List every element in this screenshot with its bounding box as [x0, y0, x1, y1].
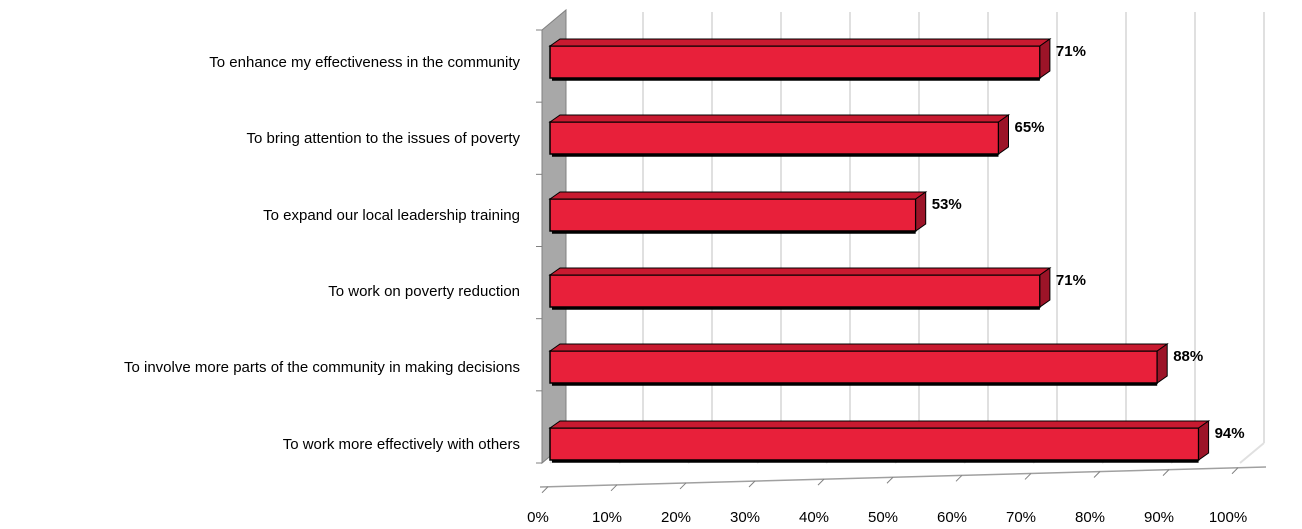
x-tick-label: 70% — [1006, 509, 1036, 526]
bar-top — [548, 343, 1169, 352]
x-tick-label: 90% — [1144, 509, 1174, 526]
x-tick-mark — [955, 474, 963, 482]
x-tick-mark — [1162, 469, 1170, 476]
bar-side — [998, 114, 1009, 155]
category-labels: To enhance my effectiveness in the commu… — [124, 54, 521, 453]
x-tick-mark — [1024, 473, 1032, 480]
bars — [548, 38, 1211, 463]
x-axis-line — [539, 466, 1267, 488]
data-label: 94% — [1215, 425, 1245, 442]
data-label: 65% — [1015, 119, 1045, 136]
bar-side — [1198, 420, 1210, 461]
data-labels: 71% 65% 53% 71% 88% 94% — [932, 43, 1245, 442]
bar-side — [1039, 267, 1051, 308]
bar-side — [915, 191, 927, 232]
x-axis: 0% 10% 20% 30% 40% 50% 60% 70% 80% 90% 100% — [527, 466, 1267, 526]
x-tick-label: 60% — [937, 509, 967, 526]
category-label: To involve more parts of the community i… — [124, 359, 520, 376]
x-tick-label: 0% — [527, 509, 549, 526]
bar-top — [548, 420, 1211, 429]
data-label: 71% — [1056, 272, 1086, 289]
bar — [548, 343, 1169, 386]
x-tick-label: 20% — [661, 509, 691, 526]
bar-top — [548, 267, 1052, 276]
bar-front — [549, 350, 1158, 384]
category-label: To work on poverty reduction — [328, 283, 520, 300]
data-label: 53% — [932, 196, 962, 213]
x-tick-mark — [1231, 467, 1239, 475]
x-tick-label: 40% — [799, 509, 829, 526]
x-tick-mark — [541, 486, 549, 494]
bar-side — [1156, 343, 1168, 384]
bar-top — [548, 191, 928, 200]
category-label: To work more effectively with others — [283, 436, 520, 453]
bar — [548, 420, 1211, 463]
bar-front — [549, 427, 1200, 461]
category-label: To enhance my effectiveness in the commu… — [209, 54, 520, 71]
x-tick-label: 30% — [730, 509, 760, 526]
data-label: 88% — [1173, 348, 1203, 365]
bar-front — [549, 45, 1041, 79]
bar-top — [548, 38, 1052, 47]
bar-front — [549, 274, 1041, 308]
x-tick-mark — [748, 480, 756, 488]
x-tick-mark — [817, 478, 825, 486]
x-tick-label: 10% — [592, 509, 622, 526]
x-tick-label: 50% — [868, 509, 898, 526]
bar — [548, 267, 1052, 310]
bar-front — [549, 121, 1000, 155]
x-tick-mark — [886, 476, 894, 484]
bar-top — [548, 114, 1011, 123]
data-label: 71% — [1056, 43, 1086, 60]
bar-side — [1039, 38, 1051, 79]
bar — [548, 191, 928, 234]
category-label: To bring attention to the issues of pove… — [247, 130, 521, 147]
x-tick-mark — [610, 484, 618, 492]
x-tick-label: 80% — [1075, 509, 1105, 526]
bar — [548, 38, 1052, 81]
floor-gridline — [1239, 442, 1265, 464]
x-tick-label: 100% — [1209, 509, 1247, 526]
x-tick-mark — [1093, 471, 1101, 478]
x-tick-mark — [679, 482, 687, 490]
category-label: To expand our local leadership training — [263, 207, 520, 224]
bar — [548, 114, 1011, 157]
bar-front — [549, 198, 917, 232]
